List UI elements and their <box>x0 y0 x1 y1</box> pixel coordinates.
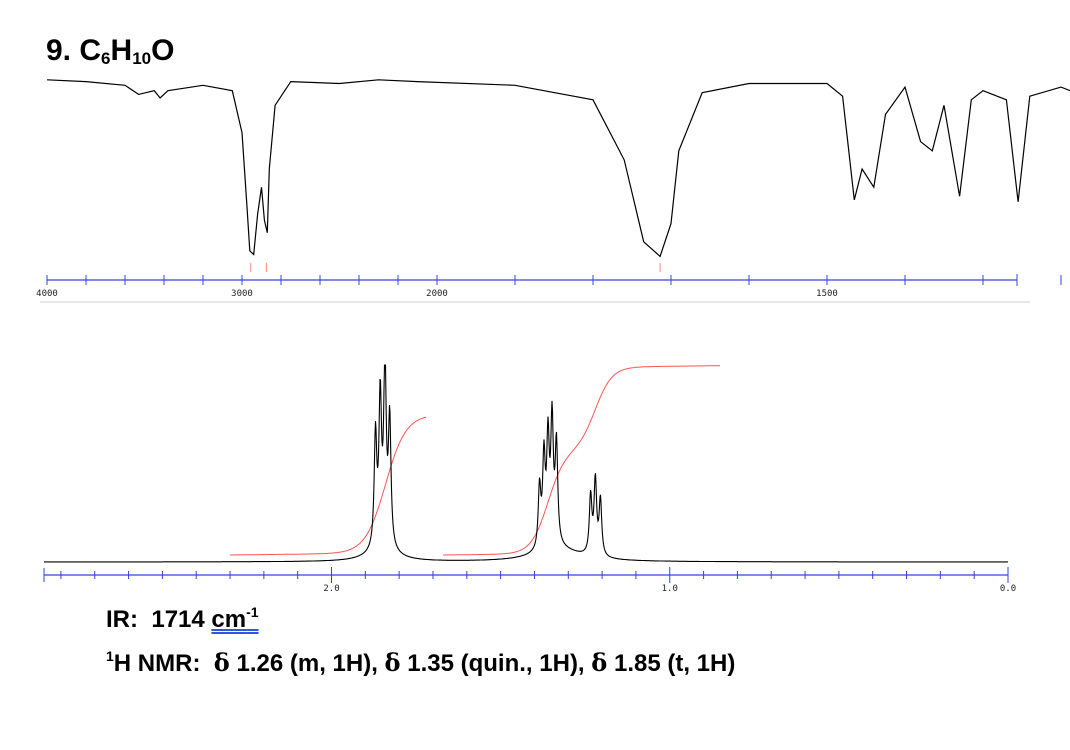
ir-spectrum-chart: 40003000200015001000 <box>36 79 1070 303</box>
nmr-tick-label: 0.0 <box>1000 584 1016 594</box>
problem-number: 9. <box>46 34 72 67</box>
nmr-label: H NMR: <box>113 650 201 677</box>
ir-unit-exponent: -1 <box>246 604 259 620</box>
nmr-trace <box>44 364 1008 563</box>
nmr-integral-curve <box>230 416 427 556</box>
nmr-tick-label: 2.0 <box>323 584 339 594</box>
nmr-trace-group <box>44 364 1008 563</box>
ir-value: 1714 <box>151 606 205 633</box>
ir-caption: IR: 1714 cm-1 <box>106 604 259 634</box>
ir-tick-label: 2000 <box>426 289 448 299</box>
nmr-peak-text: 1.85 (t, 1H) <box>613 650 736 677</box>
nmr-peak-2: δ 1.35 (quin., 1H), <box>384 648 585 677</box>
ir-unit: cm-1 <box>211 604 259 633</box>
nmr-spectrum-chart: 2.0 1.0 0.0 <box>43 364 1016 594</box>
ir-tick-label: 1500 <box>816 289 838 299</box>
molecular-formula: C6H10O <box>79 34 175 68</box>
nmr-superscript: 1 <box>106 648 114 664</box>
ir-tick-label: 3000 <box>231 289 253 299</box>
delta-symbol: δ <box>591 648 608 677</box>
nmr-tick-label: 1.0 <box>662 584 678 594</box>
nmr-integral-group <box>230 365 721 556</box>
nmr-integral-curve <box>443 365 721 556</box>
ir-trace-group <box>46 79 1070 258</box>
ir-marker-group <box>250 263 661 272</box>
nmr-axis: 2.0 1.0 0.0 <box>43 567 1016 594</box>
ir-tick-label: 4000 <box>36 289 58 299</box>
page-title: 9. C6H10O <box>46 34 174 69</box>
delta-symbol: δ <box>384 648 401 677</box>
nmr-peak-3: δ 1.85 (t, 1H) <box>591 648 736 677</box>
nmr-peak-text: 1.26 (m, 1H), <box>236 650 378 677</box>
ir-trace <box>46 79 1070 258</box>
nmr-peak-text: 1.35 (quin., 1H), <box>407 650 585 677</box>
ir-label: IR: <box>106 606 138 633</box>
nmr-caption: 1H NMR: δ 1.26 (m, 1H), δ 1.35 (quin., 1… <box>106 648 735 678</box>
formula-subscript: 6 <box>101 49 111 68</box>
formula-element: H <box>110 34 133 67</box>
ir-unit-text: cm <box>211 606 247 633</box>
formula-element: O <box>151 34 175 67</box>
formula-element: C <box>79 34 102 67</box>
delta-symbol: δ <box>213 648 230 677</box>
formula-subscript: 10 <box>132 49 152 68</box>
ir-axis: 40003000200015001000 <box>36 274 1062 299</box>
nmr-peak-1: δ 1.26 (m, 1H), <box>213 648 378 677</box>
